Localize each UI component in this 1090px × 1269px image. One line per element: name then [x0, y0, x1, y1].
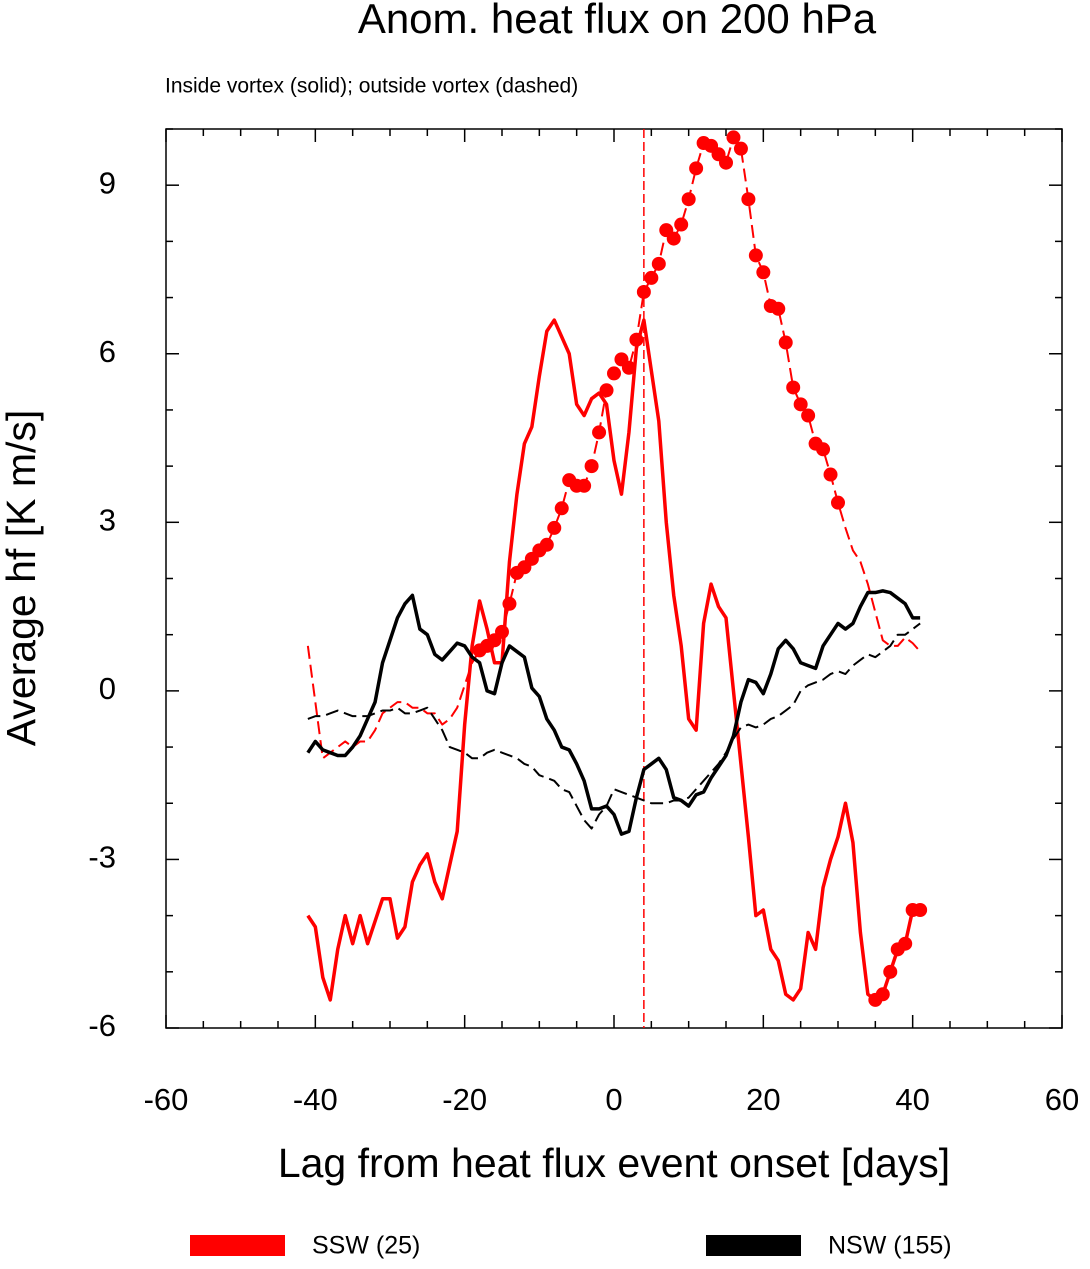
marker	[741, 192, 756, 207]
marker	[898, 936, 913, 951]
inside-line	[306, 318, 921, 1002]
marker	[831, 495, 845, 510]
marker	[726, 130, 741, 145]
legend-label: SSW (25)	[312, 1232, 420, 1260]
y-tick-label: 0	[99, 671, 116, 706]
marker	[719, 155, 733, 170]
marker	[636, 284, 651, 299]
marker	[539, 537, 554, 552]
marker	[584, 459, 599, 474]
marker	[733, 141, 748, 156]
marker	[554, 501, 569, 516]
x-tick-label: 20	[746, 1082, 780, 1117]
marker	[875, 987, 890, 1002]
marker	[651, 256, 666, 271]
marker	[883, 964, 898, 979]
x-tick-label: -40	[293, 1082, 338, 1117]
x-tick-label: -20	[442, 1082, 487, 1117]
marker	[495, 624, 509, 639]
marker	[621, 360, 636, 375]
marker	[666, 231, 681, 246]
marker	[629, 332, 644, 347]
marker	[913, 903, 928, 918]
marker	[778, 335, 793, 350]
x-tick-label: 60	[1045, 1082, 1079, 1117]
legend-swatch	[190, 1235, 285, 1256]
x-axis-label: Lag from heat flux event onset [days]	[278, 1140, 950, 1186]
y-tick-label: -6	[88, 1008, 116, 1043]
marker	[577, 478, 592, 493]
plot-frame	[165, 128, 1063, 1029]
marker	[816, 442, 831, 457]
legend-swatch	[706, 1235, 801, 1256]
marker	[793, 397, 808, 412]
marker	[502, 596, 517, 611]
marker	[607, 366, 621, 381]
y-tick-label: 9	[99, 165, 116, 200]
marker	[644, 270, 659, 285]
marker	[674, 217, 689, 232]
chart-subtitle: Inside vortex (solid); outside vortex (d…	[165, 75, 578, 98]
y-tick-label: -3	[88, 840, 116, 875]
y-axis-label: Average hf [K m/s]	[0, 410, 44, 747]
legend-label: NSW (155)	[828, 1232, 952, 1260]
x-tick-label: 0	[605, 1082, 622, 1117]
chart-title: Anom. heat flux on 200 hPa	[358, 0, 877, 42]
marker	[592, 425, 607, 440]
marker	[681, 192, 696, 207]
marker	[756, 265, 771, 280]
marker	[771, 301, 786, 316]
x-tick-label: 40	[895, 1082, 929, 1117]
marker	[748, 248, 763, 263]
marker	[801, 408, 816, 423]
marker	[547, 520, 562, 535]
inside-line	[306, 589, 921, 836]
y-tick-label: 3	[99, 503, 116, 538]
marker	[599, 383, 614, 398]
marker	[823, 467, 838, 482]
outside-line	[307, 622, 921, 830]
marker	[786, 380, 801, 395]
x-tick-label: -60	[144, 1082, 189, 1117]
marker	[689, 161, 704, 176]
y-tick-label: 6	[99, 334, 116, 369]
